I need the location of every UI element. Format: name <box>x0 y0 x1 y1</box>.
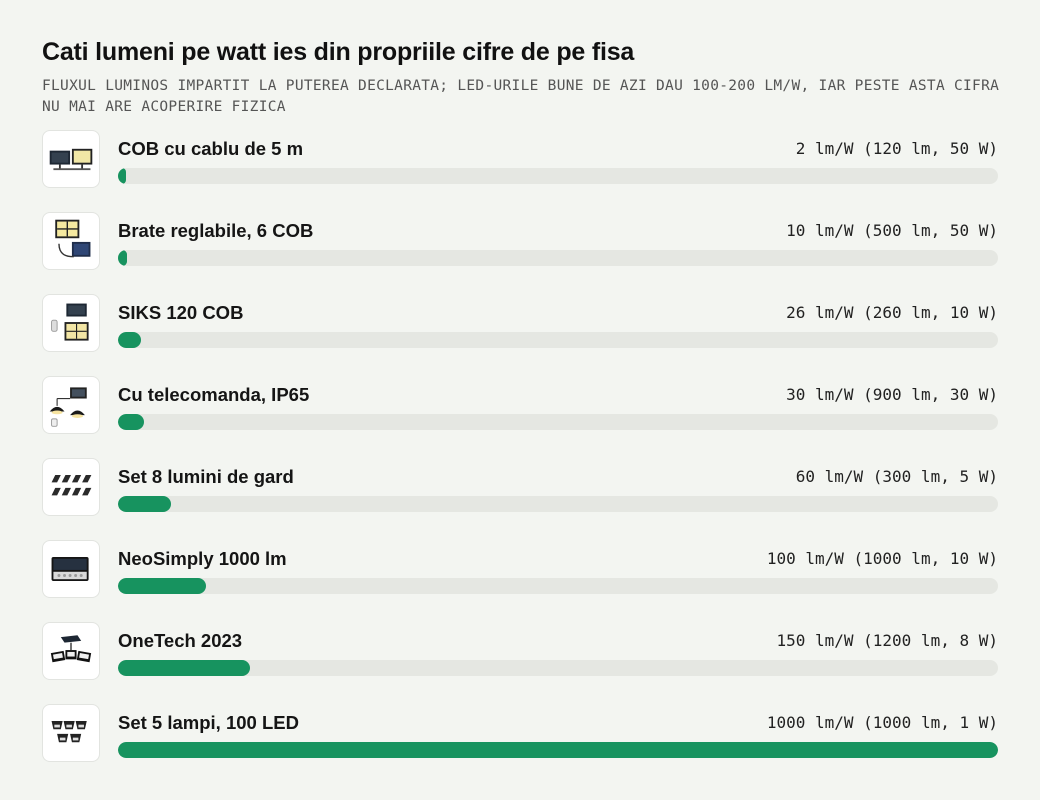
bar-row: OneTech 2023 150 lm/W (1200 lm, 8 W) <box>42 622 998 704</box>
bar-category-label: NeoSimply 1000 lm <box>118 548 287 569</box>
bar-row: Set 5 lampi, 100 LED 1000 lm/W (1000 lm, … <box>42 704 998 786</box>
bar-category-label: Cu telecomanda, IP65 <box>118 384 310 405</box>
bar-row: NeoSimply 1000 lm 100 lm/W (1000 lm, 10 W… <box>42 540 998 622</box>
bar-category-label: Set 5 lampi, 100 LED <box>118 712 299 733</box>
dual-solar-panel-icon <box>49 148 93 171</box>
bar-value-label: 100 lm/W (1000 lm, 10 W) <box>766 549 998 568</box>
bar-track <box>118 168 998 184</box>
bar <box>118 578 206 594</box>
bar-category-label: OneTech 2023 <box>118 630 243 651</box>
bar-value-label: 150 lm/W (1200 lm, 8 W) <box>776 631 998 650</box>
bar <box>118 250 127 266</box>
bar-track <box>118 578 998 594</box>
bar-category-label: COB cu cablu de 5 m <box>118 138 304 159</box>
bar-track <box>118 742 998 758</box>
bar <box>118 660 250 676</box>
bar-track <box>118 660 998 676</box>
bar-category-label: Set 8 lumini de gard <box>118 466 294 487</box>
bar-value-label: 10 lm/W (500 lm, 50 W) <box>786 221 998 240</box>
product-thumbnail <box>42 130 100 188</box>
bar <box>118 414 145 430</box>
bar-value-label: 1000 lm/W (1000 lm, 1 W) <box>766 713 998 732</box>
bar-category-label: Brate reglabile, 6 COB <box>118 220 314 241</box>
five-lamp-set-icon <box>51 720 87 743</box>
bar <box>118 496 171 512</box>
bar-value-label: 2 lm/W (120 lm, 50 W) <box>795 139 998 158</box>
bar <box>118 168 126 184</box>
bar-category-label: SIKS 120 COB <box>118 302 244 323</box>
wall-lamp-icon <box>51 556 89 582</box>
bar-row: Brate reglabile, 6 COB 10 lm/W (500 lm, 5… <box>42 212 998 294</box>
product-thumbnail <box>42 212 100 270</box>
product-thumbnail <box>42 540 100 598</box>
product-thumbnail <box>42 458 100 516</box>
hanging-pendant-lamp-icon <box>49 387 87 427</box>
bar-row: SIKS 120 COB 26 lm/W (260 lm, 10 W) <box>42 294 998 376</box>
adjustable-arm-lamp-icon <box>55 219 91 258</box>
chart-subtitle: FLUXUL LUMINOS IMPARTIT LA PUTEREA DECLA… <box>42 78 1000 115</box>
bar-row: Set 8 lumini de gard 60 lm/W (300 lm, 5 W… <box>42 458 998 540</box>
bar-track <box>118 496 998 512</box>
bar-value-label: 60 lm/W (300 lm, 5 W) <box>795 467 998 486</box>
bar-row: COB cu cablu de 5 m 2 lm/W (120 lm, 50 W) <box>42 130 998 212</box>
fence-lights-set-icon <box>51 474 92 496</box>
bar-track <box>118 414 998 430</box>
bar-value-label: 30 lm/W (900 lm, 30 W) <box>786 385 998 404</box>
product-thumbnail <box>42 376 100 434</box>
product-thumbnail <box>42 622 100 680</box>
bar <box>118 332 141 348</box>
product-thumbnail <box>42 294 100 352</box>
chart-title: Cati lumeni pe watt ies din propriile ci… <box>42 38 635 66</box>
three-head-lamp-icon <box>50 635 92 663</box>
bar-chart: COB cu cablu de 5 m 2 lm/W (120 lm, 50 W)… <box>42 130 998 786</box>
bar <box>118 742 998 758</box>
bar-track <box>118 250 998 266</box>
bar-track <box>118 332 998 348</box>
bar-row: Cu telecomanda, IP65 30 lm/W (900 lm, 30 … <box>42 376 998 458</box>
cob-flood-lamp-icon <box>51 303 89 341</box>
bar-value-label: 26 lm/W (260 lm, 10 W) <box>786 303 998 322</box>
product-thumbnail <box>42 704 100 762</box>
